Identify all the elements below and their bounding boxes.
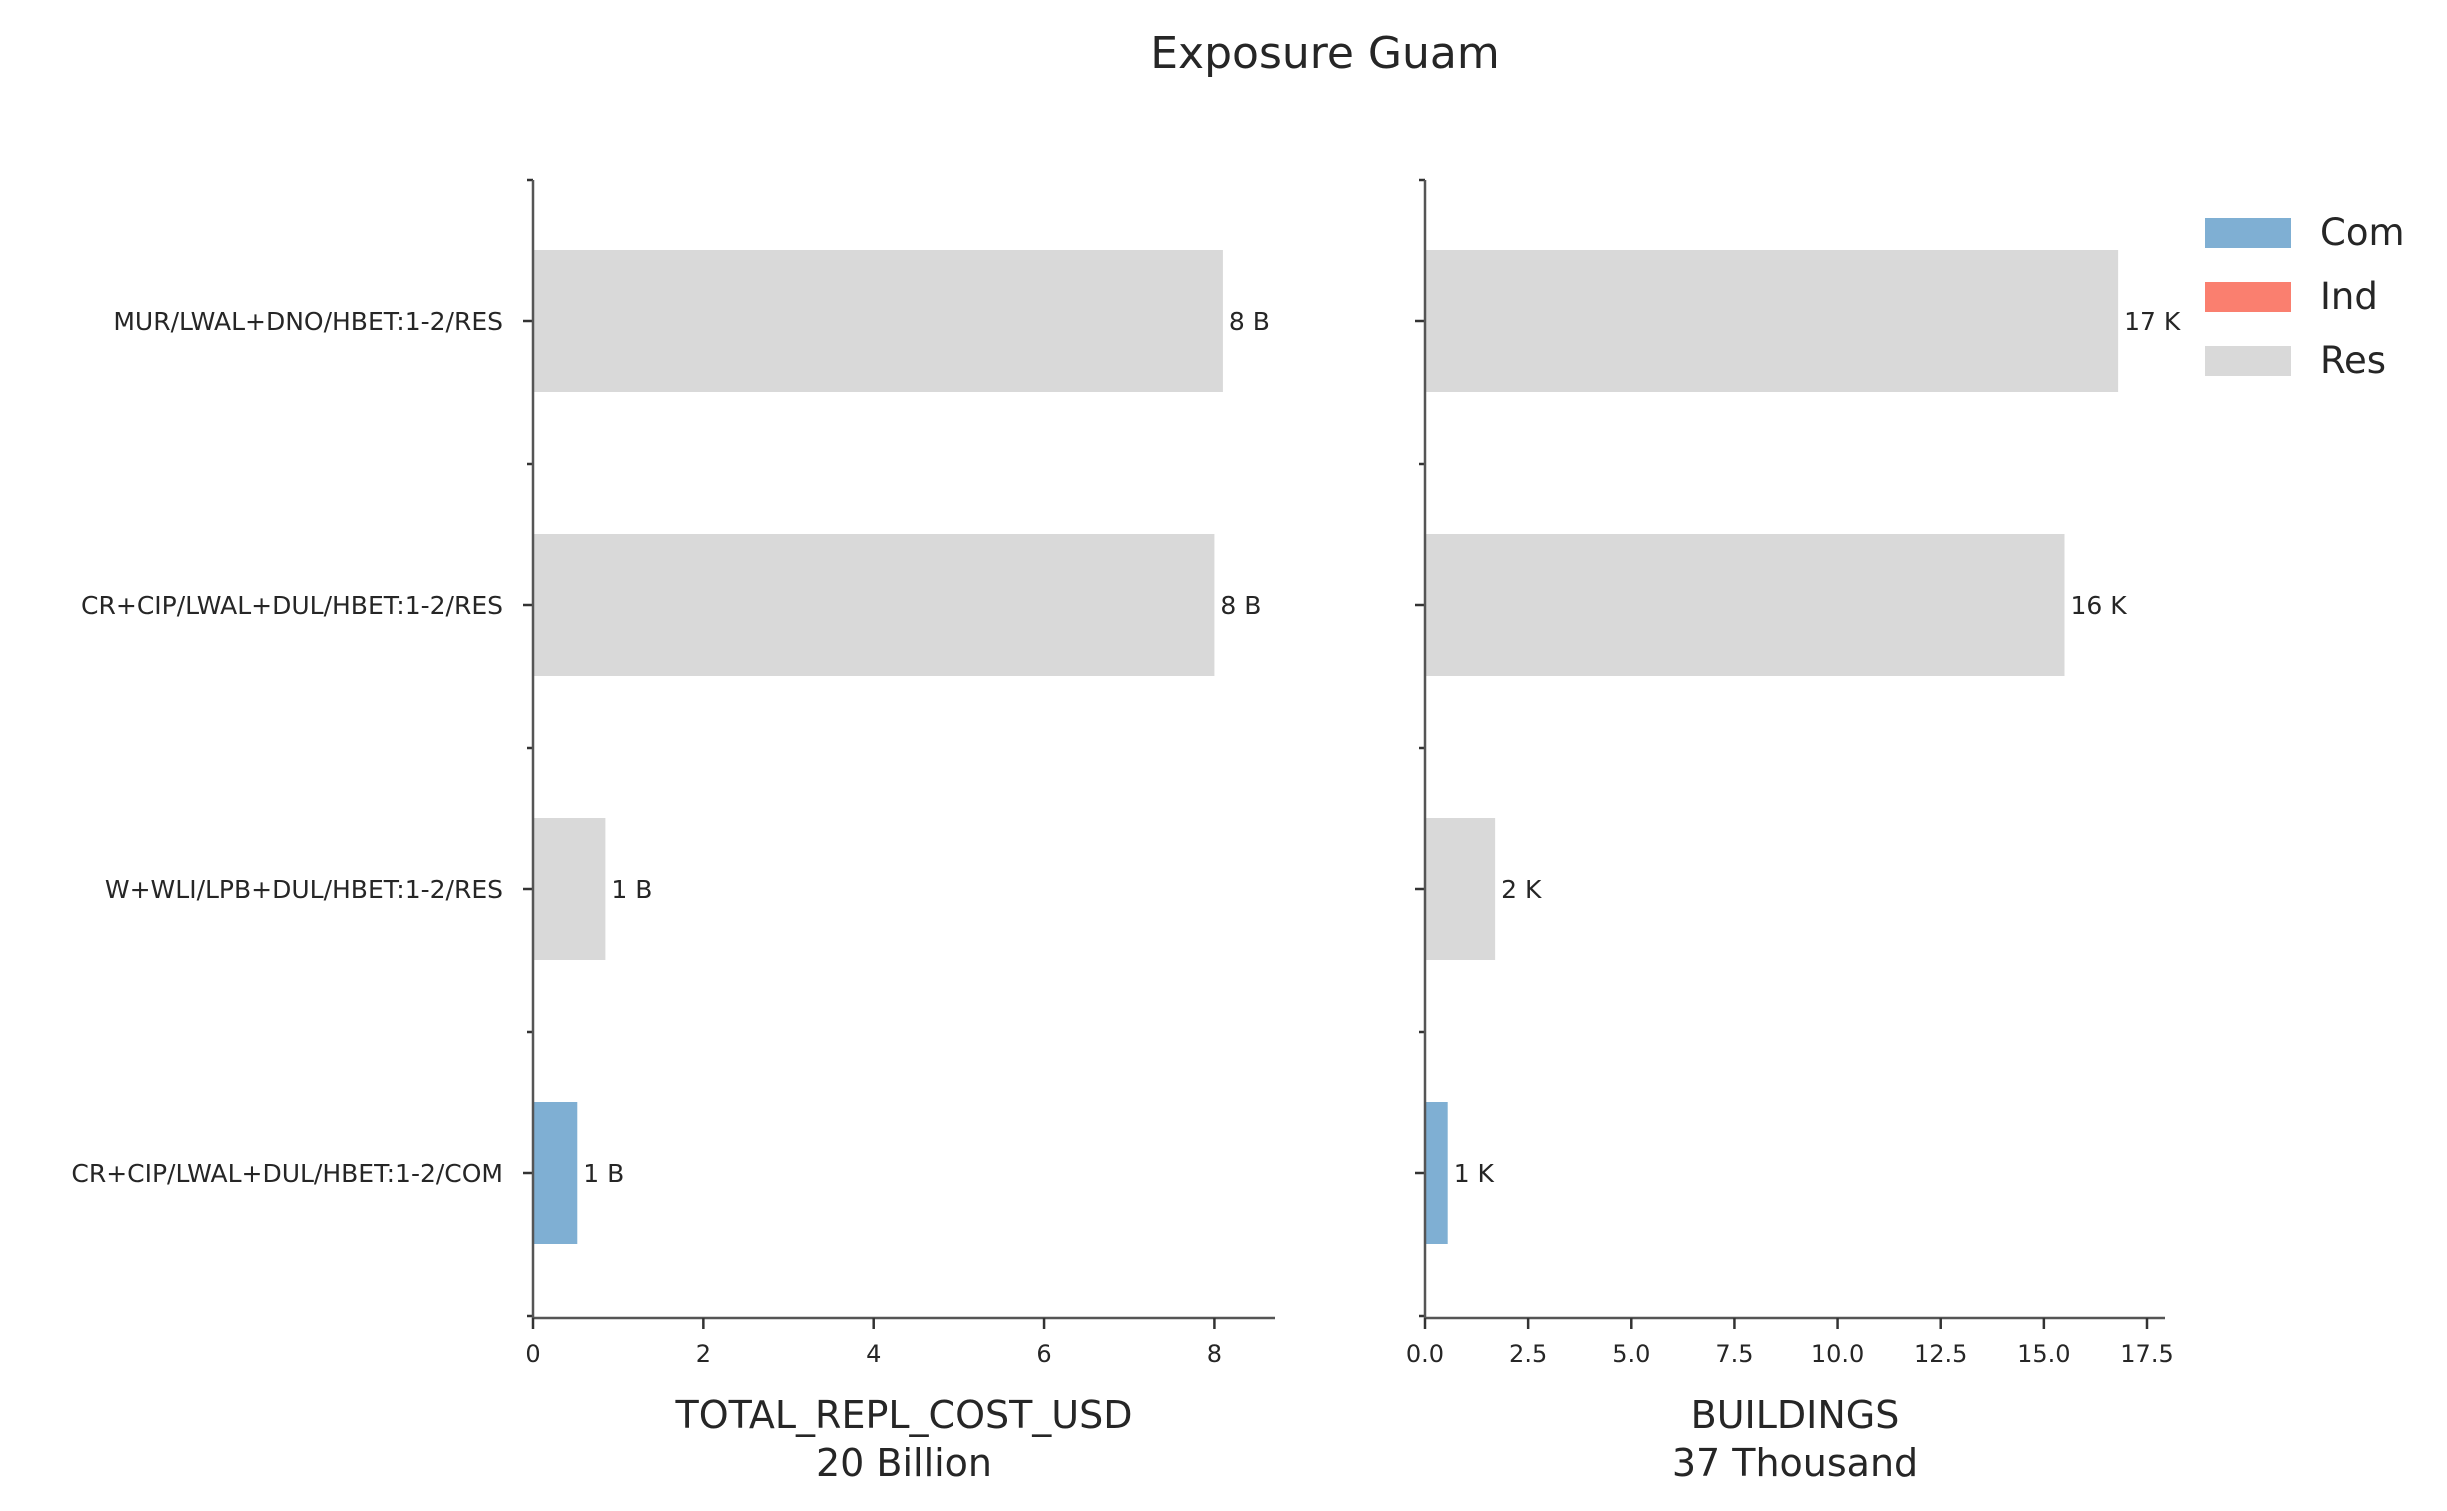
x-tick-label: 2.5 <box>1509 1340 1547 1368</box>
legend-label-com: Com <box>2320 211 2405 254</box>
x-tick-label: 17.5 <box>2120 1340 2173 1368</box>
bar-value-label: 16 K <box>2070 591 2127 620</box>
bar-value-label: 1 B <box>583 1159 624 1188</box>
chart-title: Exposure Guam <box>1150 28 1500 79</box>
bar-value-label: 8 B <box>1229 307 1270 336</box>
bar-value-label: 17 K <box>2124 307 2181 336</box>
x-tick-label: 0 <box>525 1340 540 1368</box>
bar-value-label: 8 B <box>1220 591 1261 620</box>
x-tick-label: 7.5 <box>1715 1340 1753 1368</box>
x-tick-label: 8 <box>1207 1340 1222 1368</box>
x-tick-label: 5.0 <box>1612 1340 1650 1368</box>
bar-com <box>533 1102 578 1244</box>
x-tick-label: 6 <box>1036 1340 1051 1368</box>
bar-res <box>1425 534 2065 676</box>
legend: Com Ind Res <box>2205 211 2405 382</box>
y-tick-label: CR+CIP/LWAL+DUL/HBET:1-2/RES <box>81 591 503 620</box>
x-axis-label: BUILDINGS <box>1691 1393 1900 1437</box>
bar-res <box>533 534 1215 676</box>
bar-res <box>533 250 1223 392</box>
bar-value-label: 1 K <box>1454 1159 1495 1188</box>
x-tick-label: 2 <box>696 1340 711 1368</box>
y-tick-label: CR+CIP/LWAL+DUL/HBET:1-2/COM <box>71 1159 503 1188</box>
legend-label-res: Res <box>2320 339 2386 382</box>
panel-total-repl-cost: 8 B MUR/LWAL+DNO/HBET:1-2/RES 8 B CR+CIP/LW… <box>71 178 1275 1485</box>
legend-swatch-com <box>2205 218 2291 248</box>
legend-swatch-res <box>2205 346 2291 376</box>
x-tick-label: 15.0 <box>2017 1340 2070 1368</box>
legend-swatch-ind <box>2205 282 2291 312</box>
bar-res <box>533 818 606 960</box>
x-axis-sublabel: 20 Billion <box>816 1441 992 1485</box>
x-axis-label: TOTAL_REPL_COST_USD <box>674 1393 1132 1437</box>
bar-res <box>1425 818 1496 960</box>
bar-value-label: 2 K <box>1501 875 1542 904</box>
bar-res <box>1425 250 2119 392</box>
bar-value-label: 1 B <box>611 875 652 904</box>
x-tick-label: 0.0 <box>1406 1340 1444 1368</box>
y-tick-label: MUR/LWAL+DNO/HBET:1-2/RES <box>113 307 503 336</box>
legend-label-ind: Ind <box>2320 275 2378 318</box>
x-tick-label: 12.5 <box>1914 1340 1967 1368</box>
bar-com <box>1425 1102 1448 1244</box>
panel-buildings: 17 K 16 K 2 K 1 K 0.0 2.5 5.0 7.5 10.0 12.5 15.0 17… <box>1406 178 2181 1485</box>
x-tick-label: 4 <box>866 1340 881 1368</box>
x-axis-sublabel: 37 Thousand <box>1672 1441 1918 1485</box>
x-tick-label: 10.0 <box>1811 1340 1864 1368</box>
y-tick-label: W+WLI/LPB+DUL/HBET:1-2/RES <box>105 875 503 904</box>
